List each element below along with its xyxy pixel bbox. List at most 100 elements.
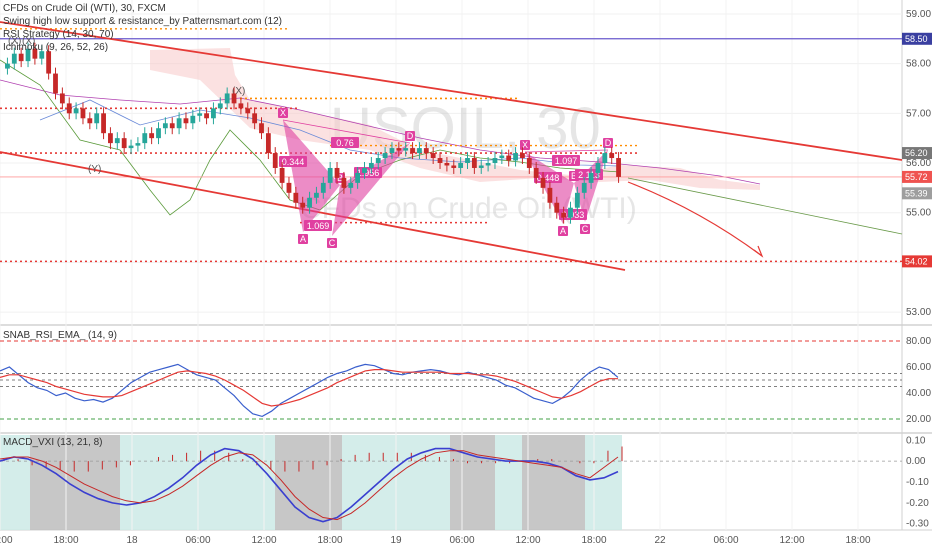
macd-tick-label: 0.10 (906, 435, 926, 446)
projection-arrow (627, 181, 763, 257)
candle-body (520, 153, 525, 159)
candle-body (259, 123, 264, 134)
time-tick-label: 18:00 (845, 535, 870, 546)
price-tag-label: 55.72 (905, 172, 928, 182)
macd-background-block (275, 435, 342, 530)
macd-background-block (0, 435, 30, 530)
pattern-point-badge (327, 238, 337, 248)
indicator-legend-swing: Swing high low support & resistance_by P… (3, 16, 283, 27)
candle-body (11, 53, 17, 64)
pattern-point-label: D (605, 138, 612, 148)
candle-body (410, 148, 415, 154)
candle-body (327, 167, 333, 183)
pattern-triangle-bcd (332, 143, 410, 236)
time-tick-label: 18:00 (317, 535, 342, 546)
macd-tick-label: -0.30 (906, 519, 929, 530)
price-tick-label: 57.00 (906, 108, 931, 119)
candle-body (609, 153, 615, 159)
candle-body (389, 148, 395, 154)
candle-body (444, 163, 450, 166)
candle-body (25, 48, 31, 62)
price-tag (902, 32, 932, 45)
pattern-ratio-badge (552, 155, 580, 166)
pattern-ratio-badge (331, 137, 359, 148)
macd-background-block (495, 435, 522, 530)
candle-body (204, 113, 209, 119)
candle-body (169, 123, 175, 129)
candle-body (375, 158, 381, 163)
candle-body (135, 143, 141, 146)
candle-body (533, 167, 539, 178)
pattern-point-label: C (329, 238, 336, 248)
channel-upper (0, 21, 903, 161)
candle-body (314, 192, 319, 198)
candle-body (348, 182, 354, 188)
pattern-point-label: D (407, 131, 414, 141)
pattern-point-label: A (300, 234, 306, 244)
candle-body (334, 167, 340, 178)
ichimoku-lagging-span (0, 59, 621, 216)
candle-body (362, 167, 367, 173)
candle-body (94, 113, 100, 124)
candle-body (211, 108, 216, 119)
macd-macd-line (0, 447, 619, 523)
indicator-legend-rsi-strategy: RSI Strategy (14, 30, 70) (3, 29, 114, 40)
rsi-tick-label: 20.00 (906, 414, 931, 425)
price-tag (902, 255, 932, 268)
pattern-point-label: X (280, 108, 286, 118)
candle-body (382, 153, 388, 159)
candle-body (616, 158, 621, 177)
candle-body (417, 148, 422, 154)
trend-projection (627, 177, 903, 235)
candle-body (437, 158, 443, 163)
candle-body (506, 155, 512, 161)
candle-body (231, 93, 237, 104)
time-tick-label: 06:00 (185, 535, 210, 546)
time-tick-label: 12:00 (251, 535, 276, 546)
swing-label: (Y) (88, 164, 101, 175)
pattern-ratio-label: 0.448 (537, 173, 560, 183)
candle-body (341, 177, 347, 188)
pattern-point-label: B (337, 173, 343, 183)
candle-body (252, 113, 258, 124)
candle-body (87, 118, 93, 124)
indicator-legend-ichimoku: Ichimoku (9, 26, 52, 26) (3, 42, 109, 53)
candle-body (602, 153, 608, 163)
time-tick-label: 06:00 (449, 535, 474, 546)
rsi-tick-label: 60.00 (906, 362, 931, 373)
candle-body (368, 163, 374, 168)
macd-tick-label: -0.20 (906, 498, 929, 509)
macd-background-block (450, 435, 495, 530)
pattern-point-badge (603, 138, 613, 148)
candle-body (224, 93, 230, 104)
rsi-pane-title: SNAB_RSI_EMA_ (14, 9) (3, 330, 117, 341)
rsi-tick-label: 80.00 (906, 336, 931, 347)
candle-body (492, 158, 498, 163)
time-tick-label: 18:00 (581, 535, 606, 546)
pattern-point-label: C (582, 224, 589, 234)
price-tag (902, 147, 932, 160)
candle-body (471, 158, 477, 168)
pattern-point-badge (405, 131, 415, 141)
swing-label: (X) (8, 36, 21, 47)
swing-label: (X) (22, 36, 35, 47)
pattern-ratio-badge (354, 167, 382, 178)
candle-body (162, 123, 168, 129)
pattern-point-label: A (560, 226, 566, 236)
time-tick-label: 18 (126, 535, 138, 546)
candle-body (286, 182, 292, 193)
candle-body (238, 103, 244, 109)
swing-label: (X) (232, 86, 245, 97)
time-tick-label: 12:00 (0, 535, 13, 546)
candle-body (554, 202, 560, 213)
pattern-point-badge (558, 226, 568, 236)
macd-background-block (30, 435, 120, 530)
macd-signal-line (0, 450, 619, 521)
time-tick-label: 18:00 (53, 535, 78, 546)
macd-background-block (585, 435, 622, 530)
candle-body (142, 133, 148, 144)
candle-body (293, 192, 299, 203)
candle-body (183, 118, 189, 124)
price-tick-label: 53.00 (906, 307, 931, 318)
